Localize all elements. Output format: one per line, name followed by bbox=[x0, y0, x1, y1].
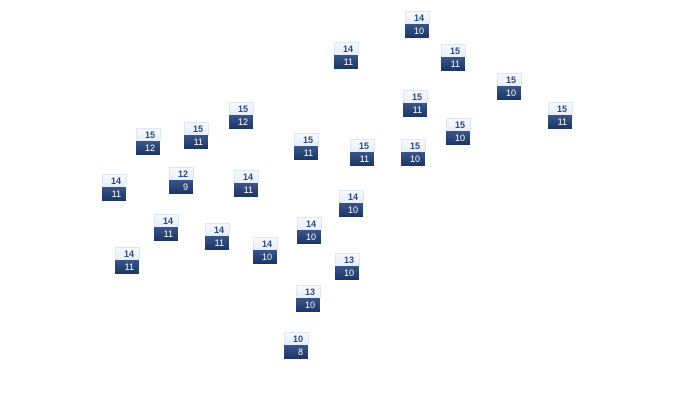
map-marker[interactable]: 15 11 bbox=[403, 90, 428, 118]
marker-top-value: 15 bbox=[401, 139, 426, 152]
marker-bottom-value: 11 bbox=[102, 187, 126, 201]
map-marker[interactable]: 15 10 bbox=[446, 118, 471, 146]
map-marker[interactable]: 14 11 bbox=[234, 170, 259, 198]
marker-top-value: 15 bbox=[136, 128, 161, 141]
map-marker[interactable]: 13 10 bbox=[296, 285, 321, 313]
marker-bottom-value: 8 bbox=[284, 345, 308, 359]
map-marker[interactable]: 15 11 bbox=[441, 44, 466, 72]
map-marker[interactable]: 12 9 bbox=[169, 167, 194, 195]
map-marker[interactable]: 13 10 bbox=[335, 253, 360, 281]
map-marker[interactable]: 14 10 bbox=[339, 190, 364, 218]
map-marker[interactable]: 14 11 bbox=[205, 223, 230, 251]
map-marker[interactable]: 14 10 bbox=[297, 217, 322, 245]
marker-bottom-value: 11 bbox=[403, 103, 427, 117]
marker-top-value: 15 bbox=[497, 73, 522, 86]
marker-top-value: 14 bbox=[205, 223, 230, 236]
marker-top-value: 14 bbox=[115, 247, 140, 260]
map-marker[interactable]: 15 10 bbox=[401, 139, 426, 167]
marker-top-value: 15 bbox=[446, 118, 471, 131]
marker-top-value: 14 bbox=[339, 190, 364, 203]
marker-top-value: 14 bbox=[154, 214, 179, 227]
map-marker[interactable]: 15 11 bbox=[350, 139, 375, 167]
marker-top-value: 12 bbox=[169, 167, 194, 180]
map-marker[interactable]: 14 11 bbox=[334, 42, 359, 70]
marker-bottom-value: 11 bbox=[548, 115, 572, 129]
marker-bottom-value: 11 bbox=[334, 55, 358, 69]
marker-top-value: 13 bbox=[335, 253, 360, 266]
marker-bottom-value: 11 bbox=[184, 135, 208, 149]
marker-top-value: 14 bbox=[253, 237, 278, 250]
map-marker[interactable]: 14 11 bbox=[102, 174, 127, 202]
map-marker[interactable]: 15 11 bbox=[548, 102, 573, 130]
marker-top-value: 14 bbox=[102, 174, 127, 187]
marker-top-value: 10 bbox=[284, 332, 309, 345]
marker-top-value: 14 bbox=[405, 11, 430, 24]
map-marker[interactable]: 15 11 bbox=[184, 122, 209, 150]
marker-bottom-value: 10 bbox=[253, 250, 277, 264]
marker-top-value: 15 bbox=[350, 139, 375, 152]
marker-bottom-value: 10 bbox=[296, 298, 320, 312]
marker-top-value: 15 bbox=[184, 122, 209, 135]
marker-bottom-value: 11 bbox=[154, 227, 178, 241]
marker-bottom-value: 10 bbox=[297, 230, 321, 244]
map-marker[interactable]: 10 8 bbox=[284, 332, 309, 360]
marker-top-value: 14 bbox=[234, 170, 259, 183]
marker-bottom-value: 11 bbox=[294, 146, 318, 160]
map-marker[interactable]: 14 11 bbox=[115, 247, 140, 275]
marker-top-value: 14 bbox=[297, 217, 322, 230]
marker-bottom-value: 12 bbox=[136, 141, 160, 155]
map-marker[interactable]: 15 12 bbox=[136, 128, 161, 156]
marker-top-value: 15 bbox=[441, 44, 466, 57]
marker-bottom-value: 9 bbox=[169, 180, 193, 194]
marker-top-value: 13 bbox=[296, 285, 321, 298]
map-marker[interactable]: 14 10 bbox=[253, 237, 278, 265]
marker-bottom-value: 11 bbox=[350, 152, 374, 166]
marker-bottom-value: 10 bbox=[401, 152, 425, 166]
map-marker[interactable]: 15 11 bbox=[294, 133, 319, 161]
marker-top-value: 15 bbox=[294, 133, 319, 146]
map-marker[interactable]: 15 10 bbox=[497, 73, 522, 101]
map-marker[interactable]: 14 10 bbox=[405, 11, 430, 39]
marker-top-value: 14 bbox=[334, 42, 359, 55]
marker-bottom-value: 10 bbox=[497, 86, 521, 100]
marker-bottom-value: 10 bbox=[335, 266, 359, 280]
marker-bottom-value: 10 bbox=[446, 131, 470, 145]
marker-top-value: 15 bbox=[548, 102, 573, 115]
marker-bottom-value: 11 bbox=[205, 236, 229, 250]
marker-bottom-value: 11 bbox=[441, 57, 465, 71]
marker-bottom-value: 11 bbox=[115, 260, 139, 274]
map-marker[interactable]: 15 12 bbox=[229, 102, 254, 130]
marker-bottom-value: 11 bbox=[234, 183, 258, 197]
marker-top-value: 15 bbox=[403, 90, 428, 103]
map-marker[interactable]: 14 11 bbox=[154, 214, 179, 242]
marker-top-value: 15 bbox=[229, 102, 254, 115]
marker-bottom-value: 10 bbox=[339, 203, 363, 217]
marker-bottom-value: 12 bbox=[229, 115, 253, 129]
marker-bottom-value: 10 bbox=[405, 24, 429, 38]
